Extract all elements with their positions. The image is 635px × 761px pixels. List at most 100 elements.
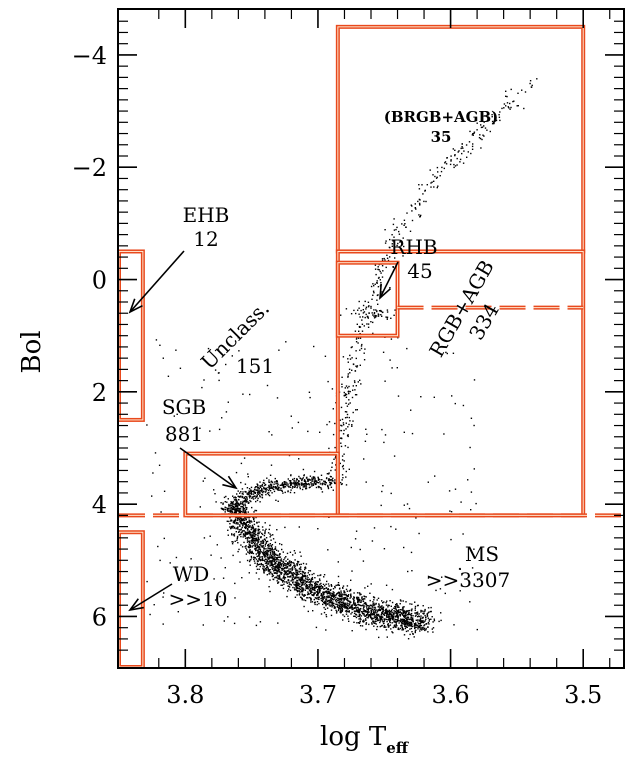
- star-point: [395, 608, 397, 610]
- star-point: [169, 562, 171, 564]
- star-point: [393, 229, 396, 231]
- star-point: [249, 532, 251, 535]
- star-point: [326, 588, 329, 590]
- star-point: [374, 268, 377, 270]
- star-point: [286, 595, 288, 598]
- star-point: [408, 611, 410, 614]
- star-point: [340, 314, 342, 316]
- star-point: [324, 483, 327, 486]
- star-point: [320, 582, 322, 585]
- star-point: [179, 367, 182, 369]
- star-point: [383, 257, 385, 260]
- star-point: [292, 576, 295, 578]
- star-point: [155, 339, 158, 341]
- star-point: [233, 533, 236, 535]
- star-point: [261, 526, 264, 528]
- star-point: [346, 595, 349, 597]
- star-point: [314, 577, 316, 579]
- star-point: [347, 595, 349, 597]
- star-point: [245, 523, 247, 525]
- star-point: [234, 499, 236, 501]
- star-point: [316, 601, 319, 603]
- star-point: [299, 596, 302, 598]
- star-point: [418, 615, 421, 618]
- star-point: [373, 597, 376, 599]
- star-point: [355, 385, 357, 387]
- star-point: [232, 508, 235, 510]
- star-point: [341, 607, 343, 610]
- star-point: [377, 618, 379, 620]
- star-point: [458, 568, 461, 570]
- star-point: [360, 601, 362, 603]
- star-point: [346, 598, 348, 601]
- star-point: [384, 618, 386, 620]
- star-point: [243, 511, 245, 513]
- star-point: [158, 464, 161, 466]
- star-point: [254, 540, 256, 542]
- star-point: [362, 612, 364, 615]
- star-point: [278, 568, 280, 571]
- star-point: [326, 593, 328, 595]
- star-point: [282, 484, 284, 486]
- star-point: [297, 483, 299, 485]
- star-point: [345, 588, 348, 591]
- star-point: [397, 617, 399, 619]
- star-point: [359, 349, 361, 351]
- star-point: [461, 146, 463, 148]
- star-point: [263, 568, 265, 571]
- star-point: [314, 581, 317, 583]
- star-point: [264, 545, 266, 547]
- star-point: [274, 548, 276, 550]
- star-point: [275, 481, 278, 483]
- star-point: [293, 486, 296, 488]
- star-point: [323, 606, 325, 609]
- star-point: [275, 549, 278, 551]
- star-point: [256, 549, 258, 551]
- star-point: [302, 582, 304, 584]
- star-point: [297, 580, 299, 582]
- star-point: [370, 307, 372, 309]
- rhb-region-box: [335, 260, 400, 338]
- star-point: [353, 615, 355, 617]
- star-point: [261, 551, 264, 554]
- star-point: [294, 481, 297, 484]
- star-point: [410, 204, 412, 206]
- star-point: [323, 597, 325, 599]
- star-point: [378, 606, 380, 608]
- star-point: [375, 603, 377, 605]
- star-point: [294, 584, 296, 586]
- star-point: [270, 560, 272, 562]
- star-point: [319, 481, 321, 483]
- star-point: [395, 624, 397, 626]
- star-point: [248, 490, 250, 492]
- star-point: [253, 529, 255, 531]
- star-point: [288, 480, 291, 482]
- star-point: [312, 483, 314, 485]
- star-point: [254, 532, 256, 535]
- star-point: [420, 609, 422, 612]
- star-point: [419, 626, 421, 629]
- star-point: [268, 528, 270, 531]
- star-point: [261, 533, 264, 536]
- star-point: [251, 527, 253, 529]
- star-point: [430, 606, 432, 609]
- star-point: [378, 636, 380, 639]
- star-point: [330, 588, 332, 591]
- star-point: [311, 591, 313, 593]
- star-point: [271, 568, 274, 570]
- star-point: [295, 583, 297, 585]
- star-point: [250, 486, 253, 489]
- star-point: [459, 161, 461, 163]
- star-point: [266, 565, 268, 567]
- star-point: [291, 567, 293, 569]
- star-point: [346, 413, 349, 416]
- star-point: [450, 160, 452, 162]
- star-point: [267, 556, 269, 559]
- star-point: [389, 246, 391, 249]
- star-point: [360, 604, 362, 607]
- star-point: [273, 572, 275, 574]
- star-point: [427, 577, 430, 579]
- star-point: [243, 510, 245, 512]
- star-point: [254, 544, 256, 546]
- star-point: [327, 583, 330, 585]
